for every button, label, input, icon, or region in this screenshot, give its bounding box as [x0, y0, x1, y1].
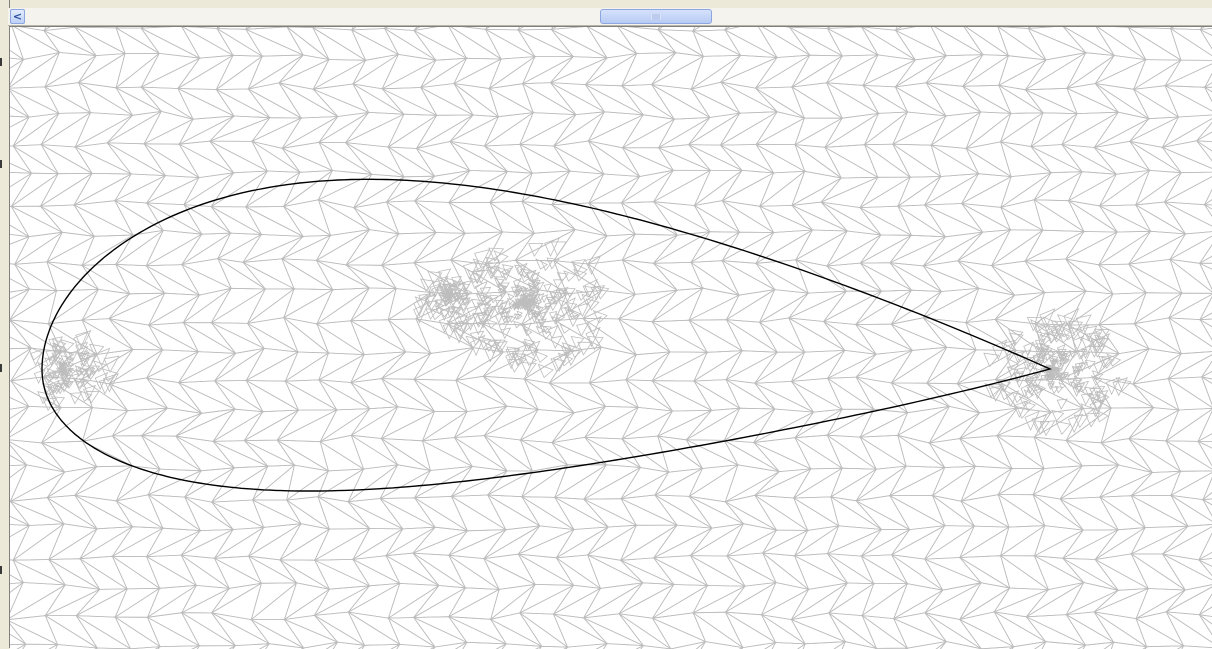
chevron-left-icon: < — [12, 10, 23, 23]
scroll-thumb[interactable] — [600, 9, 712, 24]
mesh-view[interactable] — [10, 27, 1212, 649]
ruler-tick — [0, 364, 4, 372]
ruler-tick — [0, 160, 4, 168]
grip-icon — [651, 14, 661, 20]
airfoil-outline — [41, 178, 1053, 492]
left-ruler — [0, 0, 10, 648]
horizontal-scrollbar[interactable]: < — [8, 8, 1212, 26]
scroll-left-button[interactable]: < — [10, 9, 25, 24]
ruler-tick — [0, 58, 4, 66]
triangular-mesh — [10, 27, 1212, 649]
ruler-tick — [0, 566, 4, 574]
mesh-canvas[interactable] — [10, 26, 1212, 649]
